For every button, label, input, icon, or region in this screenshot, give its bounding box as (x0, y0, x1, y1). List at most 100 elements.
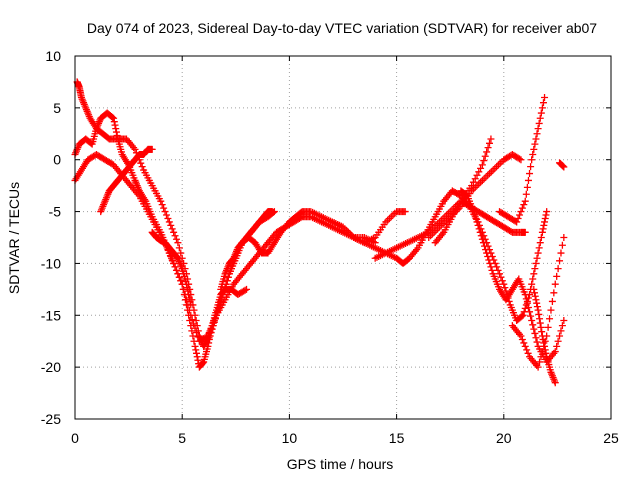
data-point (217, 297, 225, 305)
data-point (488, 266, 496, 274)
data-point (513, 218, 521, 226)
y-tick-label: 0 (53, 152, 61, 168)
data-point (489, 166, 497, 174)
x-tick-label: 10 (282, 430, 298, 446)
y-tick-label: 5 (53, 100, 61, 116)
data-point (385, 214, 393, 222)
data-point (528, 156, 536, 164)
data-point (470, 208, 478, 216)
data-point (487, 263, 495, 271)
data-point (387, 213, 395, 221)
data-point (530, 270, 538, 278)
x-tick-label: 0 (71, 430, 79, 446)
data-point (542, 211, 550, 219)
chart-title: Day 074 of 2023, Sidereal Day-to-day VTE… (87, 20, 597, 36)
data-point (138, 163, 146, 171)
data-point (172, 266, 180, 274)
data-point (189, 332, 197, 340)
data-point (199, 359, 207, 367)
data-point (180, 285, 188, 293)
data-point (480, 157, 488, 165)
data-point (476, 228, 484, 236)
data-point (560, 316, 568, 324)
data-point (475, 180, 483, 188)
data-point (168, 225, 176, 233)
x-tick-label: 5 (178, 430, 186, 446)
data-point (477, 178, 485, 186)
y-tick-label: 10 (45, 48, 61, 64)
data-point (268, 208, 276, 216)
data-point (477, 164, 485, 172)
data-point (192, 329, 200, 337)
data-point (536, 319, 544, 327)
data-point (478, 161, 486, 169)
data-point (521, 197, 529, 205)
data-point (243, 285, 251, 293)
data-point (529, 321, 537, 329)
data-point (522, 190, 530, 198)
data-point (224, 273, 232, 281)
data-point (480, 175, 488, 183)
data-series (457, 187, 568, 366)
data-point (532, 259, 540, 267)
data-point (475, 168, 483, 176)
data-point (540, 221, 548, 229)
data-point (521, 291, 529, 299)
data-point (437, 221, 445, 229)
data-point (471, 175, 479, 183)
data-point (521, 342, 529, 350)
data-point (548, 297, 556, 305)
y-tick-label: -20 (41, 359, 61, 375)
data-point (148, 145, 156, 153)
data-point (516, 155, 524, 163)
data-point (559, 162, 567, 170)
data-point (556, 332, 564, 340)
data-point (218, 294, 226, 302)
data-point (560, 163, 568, 171)
data-point (185, 294, 193, 302)
data-point (517, 208, 525, 216)
data-point (520, 201, 528, 209)
data-point (532, 135, 540, 143)
data-point (175, 273, 183, 281)
data-point (534, 306, 542, 314)
data-point (216, 301, 224, 309)
data-point (516, 211, 524, 219)
data-series (97, 145, 156, 216)
data-point (560, 234, 568, 241)
data-point (533, 303, 541, 311)
data-point (541, 93, 549, 101)
data-point (530, 325, 538, 333)
data-point (191, 342, 199, 350)
data-point (175, 244, 183, 252)
data-point (219, 291, 227, 299)
data-point (500, 280, 508, 288)
data-point (532, 296, 540, 304)
data-series (530, 285, 559, 387)
data-point (428, 230, 436, 238)
data-point (498, 277, 506, 285)
data-point (538, 104, 546, 112)
data-point (162, 211, 170, 219)
data-point (537, 323, 545, 331)
data-point (535, 310, 543, 318)
data-point (531, 329, 539, 337)
data-point (191, 324, 199, 332)
data-point (172, 235, 180, 243)
data-point (529, 151, 537, 159)
data-point (112, 128, 120, 136)
data-point (171, 232, 179, 240)
data-point (521, 304, 529, 312)
data-point (554, 337, 562, 345)
data-point (542, 349, 550, 357)
data-point (473, 182, 481, 190)
data-point (185, 306, 193, 314)
y-tick-label: -5 (49, 204, 62, 220)
data-point (524, 349, 532, 357)
data-point (554, 265, 562, 273)
data-point (518, 204, 526, 212)
data-point (551, 280, 559, 288)
data-point (553, 272, 561, 280)
